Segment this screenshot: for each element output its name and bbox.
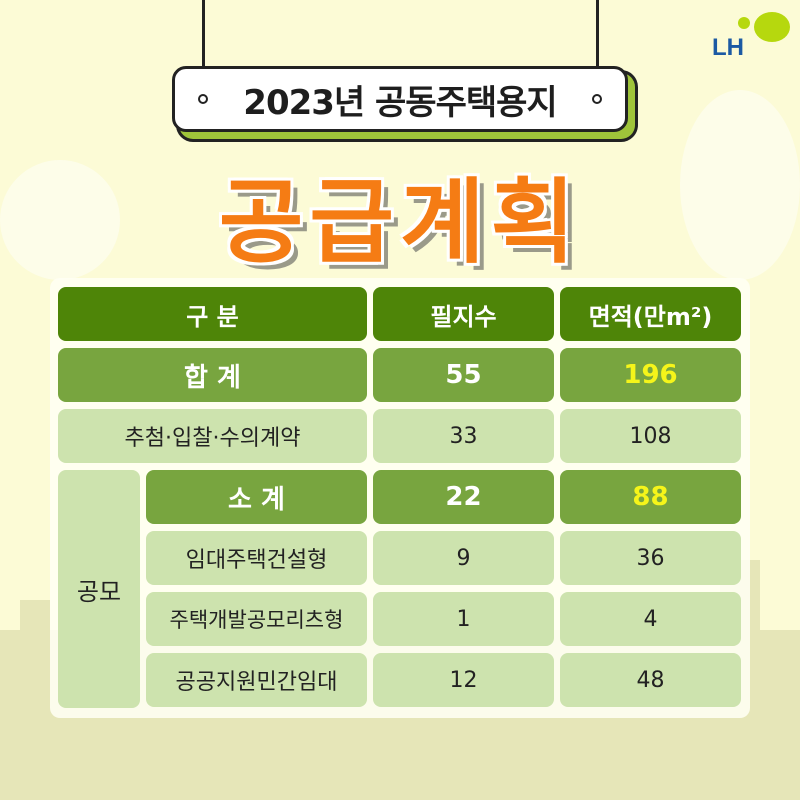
header-lots: 필지수 — [373, 287, 554, 341]
cloud — [0, 160, 120, 280]
row-area: 4 — [560, 592, 741, 646]
cloud — [680, 90, 800, 280]
row-lots: 12 — [373, 653, 554, 707]
lh-logo-icon — [738, 12, 790, 42]
lottery-area: 108 — [560, 409, 741, 463]
subtotal-lots: 22 — [373, 470, 554, 524]
page-title: 공급계획 — [218, 169, 582, 276]
subtotal-label: 소 계 — [146, 470, 367, 524]
lottery-label: 추첨·입찰·수의계약 — [58, 409, 367, 463]
total-lots: 55 — [373, 348, 554, 402]
hanging-string — [202, 0, 205, 100]
lottery-lots: 33 — [373, 409, 554, 463]
lh-logo-text: LH — [712, 34, 744, 61]
row-area: 36 — [560, 531, 741, 585]
row-label: 주택개발공모리츠형 — [146, 592, 367, 646]
city-silhouette — [20, 600, 50, 800]
subtotal-area: 88 — [560, 470, 741, 524]
ring-icon — [198, 94, 208, 104]
row-area: 48 — [560, 653, 741, 707]
hanging-string — [596, 0, 599, 100]
header-category: 구 분 — [58, 287, 367, 341]
row-lots: 1 — [373, 592, 554, 646]
contest-group-label: 공모 — [58, 470, 140, 708]
header-area: 면적(만m²) — [560, 287, 741, 341]
row-lots: 9 — [373, 531, 554, 585]
subtitle-banner: 2023년 공동주택용지 — [172, 66, 628, 132]
total-label: 합 계 — [58, 348, 367, 402]
ring-icon — [592, 94, 602, 104]
row-label: 임대주택건설형 — [146, 531, 367, 585]
row-label: 공공지원민간임대 — [146, 653, 367, 707]
total-area: 196 — [560, 348, 741, 402]
